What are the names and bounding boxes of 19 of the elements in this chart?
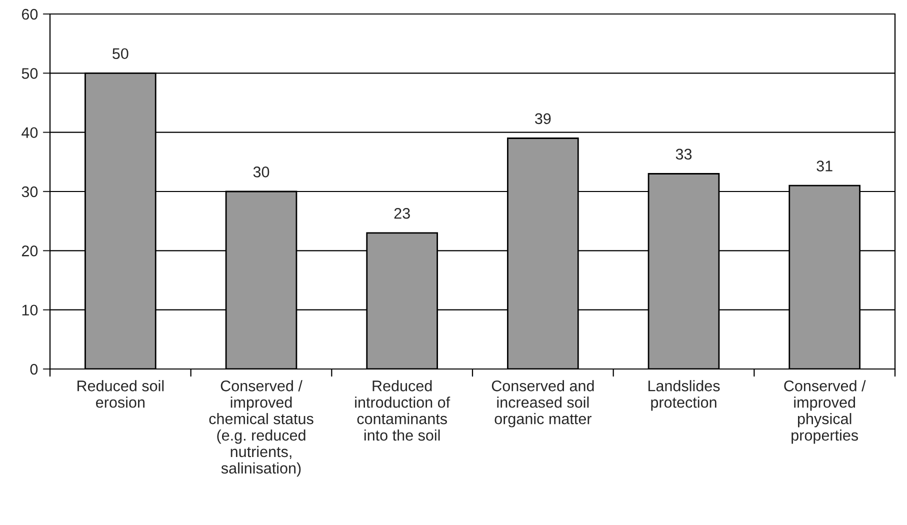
y-tick-label: 0 xyxy=(30,364,38,375)
x-tick-label: Landslides protection xyxy=(648,380,720,411)
x-tick-label: Conserved / improved chemical status (e.g. reduced nutrients, salinisation) xyxy=(209,380,314,477)
y-tick-label: 10 xyxy=(22,304,38,316)
y-tick-label: 50 xyxy=(22,68,38,79)
x-tick-label: Conserved / improved physical properties xyxy=(784,380,866,444)
y-tick-label: 60 xyxy=(22,8,38,20)
data-label: 39 xyxy=(535,113,551,124)
x-tick-label: Reduced introduction of contaminants into the soil xyxy=(355,380,450,441)
y-tick-label: 40 xyxy=(22,127,38,138)
x-tick-label: Reduced soil erosion xyxy=(78,380,164,408)
data-label: 50 xyxy=(112,48,128,60)
x-tick-label: Conserved and increased soil organic matter xyxy=(492,380,594,428)
data-label: 31 xyxy=(816,160,832,172)
y-tick-label: 30 xyxy=(22,186,38,198)
data-label: 33 xyxy=(676,148,692,160)
data-label: 30 xyxy=(253,166,270,178)
data-label: 23 xyxy=(394,208,410,219)
y-tick-label: 20 xyxy=(22,246,38,256)
